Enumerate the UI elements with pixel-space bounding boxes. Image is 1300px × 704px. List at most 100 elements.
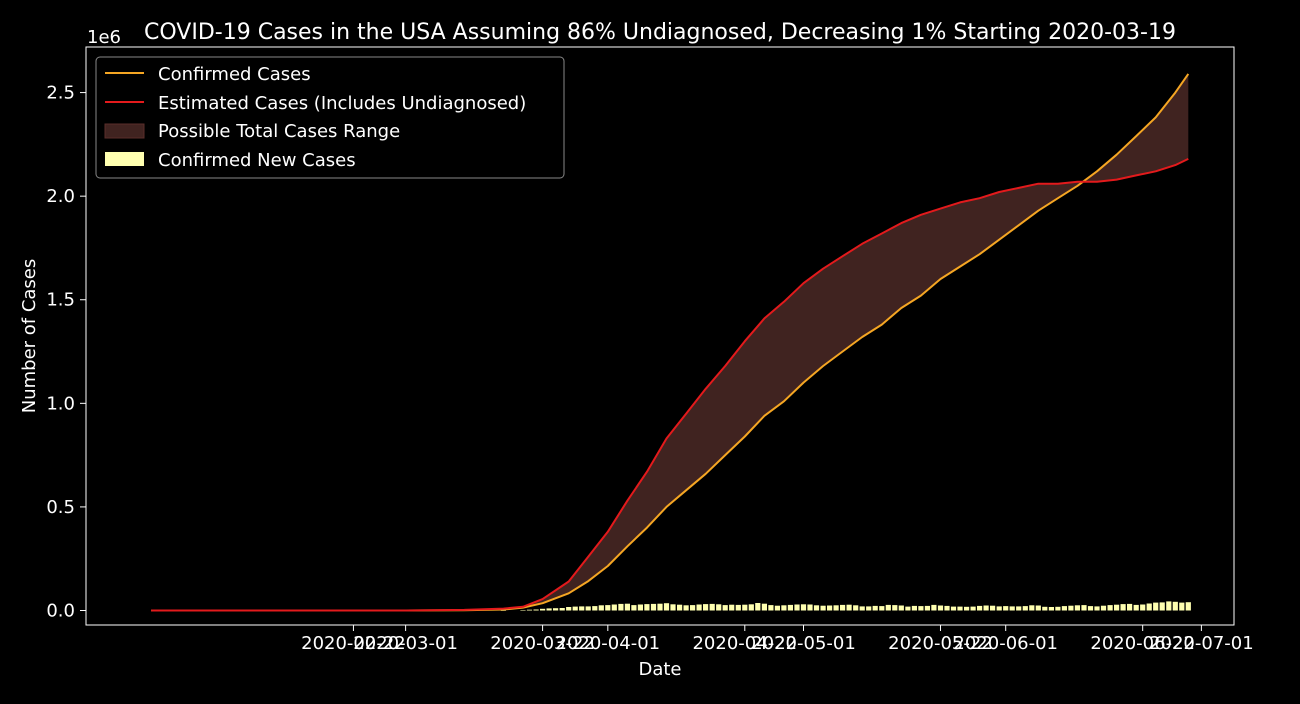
new-cases-bar: [1107, 605, 1113, 611]
new-cases-bar: [898, 605, 904, 611]
new-cases-bar: [781, 605, 787, 611]
legend: Confirmed Cases Estimated Cases (Include…: [95, 56, 565, 179]
new-cases-bar: [566, 607, 572, 611]
new-cases-bar: [579, 606, 585, 611]
legend-swatch-new-cases: [105, 152, 144, 166]
new-cases-bar: [1081, 605, 1087, 611]
legend-swatch-range: [104, 123, 145, 139]
new-cases-bar: [950, 606, 957, 611]
new-cases-bar: [1016, 606, 1022, 611]
new-cases-bar: [559, 608, 565, 611]
new-cases-bar: [1029, 605, 1035, 611]
new-cases-bar: [703, 604, 709, 611]
new-cases-bar: [598, 605, 604, 611]
new-cases-bar: [742, 604, 748, 611]
new-cases-bar: [924, 605, 930, 611]
new-cases-bar: [944, 605, 950, 611]
new-cases-bar: [1153, 602, 1159, 611]
new-cases-bar: [964, 606, 970, 611]
new-cases-bar: [813, 605, 820, 611]
new-cases-bar: [540, 608, 546, 611]
y-axis-label: Number of Cases: [19, 259, 40, 414]
new-cases-bar: [866, 606, 872, 611]
new-cases-bar: [827, 605, 833, 611]
legend-label-estimated: Estimated Cases (Includes Undiagnosed): [158, 93, 526, 114]
new-cases-bar: [1094, 606, 1100, 611]
chart-title: COVID-19 Cases in the USA Assuming 86% U…: [144, 20, 1176, 45]
new-cases-bar: [533, 609, 539, 611]
new-cases-bar: [624, 603, 630, 611]
new-cases-bar: [683, 605, 689, 611]
new-cases-bar: [794, 604, 800, 611]
plot-area: [151, 73, 1191, 612]
new-cases-bar: [820, 605, 826, 611]
new-cases-bar: [1133, 604, 1139, 611]
new-cases-bar: [1003, 606, 1009, 611]
new-cases-bar: [853, 605, 859, 611]
new-cases-bar: [1087, 606, 1094, 611]
new-cases-bar: [657, 603, 663, 611]
new-cases-bar: [709, 603, 715, 611]
new-cases-bar: [787, 604, 793, 611]
new-cases-bar: [911, 605, 917, 611]
new-cases-bar: [1009, 606, 1015, 611]
new-cases-bar: [1022, 606, 1028, 611]
new-cases-bar: [800, 604, 807, 611]
new-cases-bar: [1061, 606, 1067, 611]
legend-label-new-cases: Confirmed New Cases: [158, 150, 356, 171]
new-cases-bar: [663, 603, 670, 611]
new-cases-bar: [677, 604, 683, 611]
new-cases-bar: [1048, 607, 1054, 611]
new-cases-bar: [1166, 601, 1172, 611]
x-tick-label: 2020-05-22: [888, 633, 993, 654]
y-tick-label: 1.0: [46, 393, 75, 414]
new-cases-bar: [1179, 602, 1185, 611]
lines-layer: [151, 73, 1190, 612]
new-cases-bar: [637, 604, 643, 611]
new-cases-bar: [696, 604, 702, 611]
y-tick-label: 0.0: [46, 600, 75, 621]
new-cases-bar: [592, 606, 598, 611]
new-cases-bar: [983, 605, 989, 611]
x-tick-label: 2020-07-01: [1149, 633, 1254, 654]
new-cases-bar: [1172, 601, 1178, 611]
new-cases-bar: [768, 605, 774, 611]
new-cases-bar: [644, 604, 650, 611]
new-cases-bar: [1140, 604, 1146, 611]
new-cases-bar: [1074, 605, 1080, 611]
new-cases-bar: [1127, 603, 1133, 611]
new-cases-bar: [546, 608, 552, 611]
legend-box: [95, 56, 565, 179]
x-tick-label: 2020-06-22: [1090, 633, 1195, 654]
new-cases-bar: [735, 604, 741, 611]
new-cases-bar: [690, 605, 696, 611]
x-tick-label: 2020-05-01: [751, 633, 856, 654]
y-tick-label: 1.5: [46, 290, 75, 311]
x-tick-label: 2020-03-22: [490, 633, 595, 654]
axes-frame: [85, 46, 1235, 626]
new-cases-bar: [716, 604, 722, 611]
new-cases-bar: [957, 606, 963, 611]
new-cases-bar: [807, 604, 813, 611]
new-cases-bar: [585, 606, 591, 611]
new-cases-bar: [618, 603, 624, 611]
y-tick-label: 2.5: [46, 83, 75, 104]
new-cases-bar: [650, 603, 657, 611]
y-multiplier-label: 1e6: [87, 27, 121, 48]
new-cases-bar: [1146, 603, 1152, 611]
x-tick-label: 2020-04-01: [556, 633, 661, 654]
x-tick-label: 2020-04-22: [692, 633, 797, 654]
new-cases-bar: [500, 610, 506, 611]
new-cases-bar: [729, 604, 735, 611]
new-cases-bar: [885, 604, 891, 611]
new-cases-bar: [833, 605, 839, 611]
new-cases-bar: [755, 603, 761, 611]
new-cases-bar: [937, 605, 944, 611]
new-cases-bar: [892, 605, 898, 611]
new-cases-bar: [1055, 606, 1061, 611]
new-cases-bar: [722, 605, 728, 611]
new-cases-bar: [572, 606, 578, 611]
new-cases-bar: [553, 608, 559, 611]
new-cases-bar: [520, 610, 526, 611]
